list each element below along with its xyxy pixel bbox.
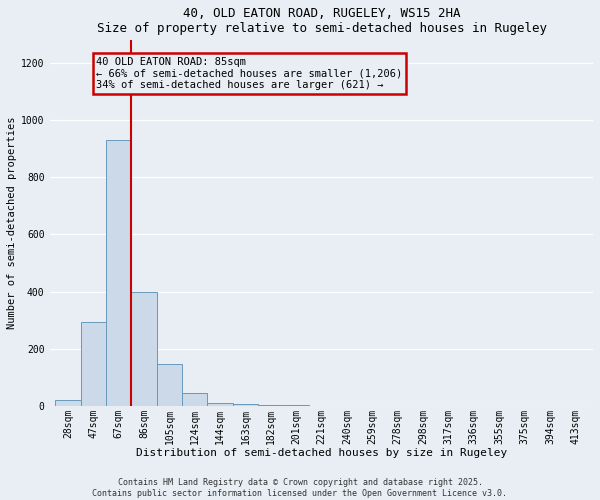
Text: 40 OLD EATON ROAD: 85sqm
← 66% of semi-detached houses are smaller (1,206)
34% o: 40 OLD EATON ROAD: 85sqm ← 66% of semi-d… [97,56,403,90]
X-axis label: Distribution of semi-detached houses by size in Rugeley: Distribution of semi-detached houses by … [136,448,507,458]
Text: Contains HM Land Registry data © Crown copyright and database right 2025.
Contai: Contains HM Land Registry data © Crown c… [92,478,508,498]
Title: 40, OLD EATON ROAD, RUGELEY, WS15 2HA
Size of property relative to semi-detached: 40, OLD EATON ROAD, RUGELEY, WS15 2HA Si… [97,7,547,35]
Y-axis label: Number of semi-detached properties: Number of semi-detached properties [7,117,17,330]
Bar [182,393,208,406]
Bar [106,140,131,406]
Bar [80,322,106,406]
Bar [131,292,157,406]
Bar [55,400,80,406]
Bar [157,364,182,406]
Bar [208,403,233,406]
Bar [233,404,258,406]
